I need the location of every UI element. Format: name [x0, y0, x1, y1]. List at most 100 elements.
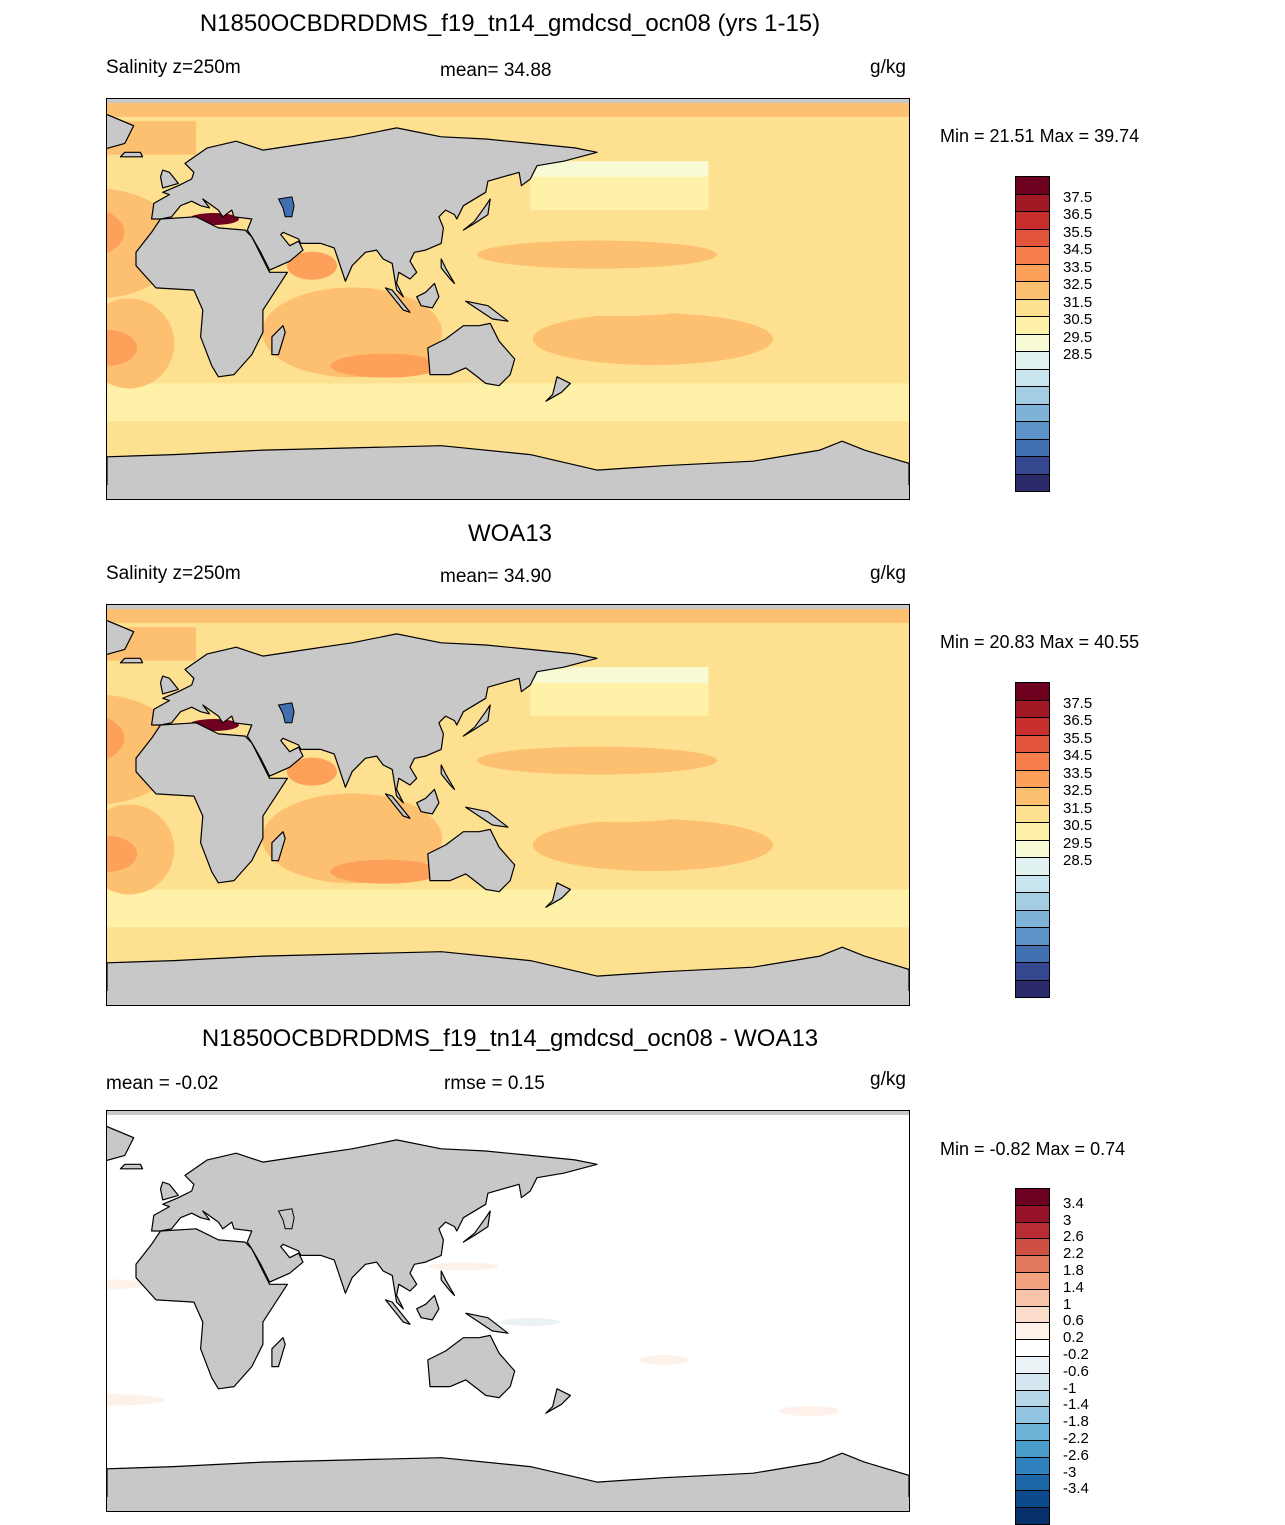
antarctic-shelf [107, 485, 909, 499]
anomaly-patch [638, 1354, 689, 1365]
salinity-map [106, 604, 910, 1006]
australia [427, 322, 516, 387]
colorbar-tick-label: 33.5 [1063, 764, 1093, 782]
anomaly-patch [428, 1262, 499, 1271]
colorbar-tick-label: 32.5 [1063, 276, 1093, 293]
arctic-band [107, 99, 909, 117]
philippines [440, 764, 456, 790]
sumatra [384, 287, 411, 313]
greenland [107, 620, 135, 655]
australia [427, 828, 516, 893]
colorbar-swatch [1015, 717, 1050, 736]
mean-label: mean= 34.90 [440, 566, 552, 587]
subarctic-pacific [530, 667, 709, 683]
colorbar-tick-label: 29.5 [1063, 328, 1093, 346]
colorbar-tick-label: 28.5 [1063, 346, 1093, 363]
colorbar-swatch [1015, 211, 1050, 230]
panel-title: N1850OCBDRDDMS_f19_tn14_gmdcsd_ocn08 - W… [201, 1025, 819, 1052]
colorbar-tick-label: -3 [1063, 1463, 1077, 1481]
borneo [416, 788, 440, 815]
panel-title: WOA13 [467, 520, 553, 547]
colorbar-swatch [1015, 927, 1050, 946]
indian-ocean-salty [330, 859, 441, 884]
colorbar-swatch [1015, 1221, 1050, 1240]
difference-map [106, 1110, 910, 1512]
south-pacific-salty [532, 819, 773, 871]
colorbar-swatch [1015, 752, 1050, 771]
greenland [107, 114, 135, 149]
arabian-sea [286, 757, 337, 786]
iceland [119, 657, 144, 664]
antarctica [107, 440, 909, 499]
eurasia [150, 633, 598, 804]
uk [159, 1181, 179, 1201]
colorbar-swatch [1015, 176, 1050, 195]
arctic-cap [107, 1111, 909, 1115]
caspian-sea [277, 702, 295, 724]
new-zealand [545, 1388, 571, 1414]
colorbar-swatch [1015, 1440, 1050, 1458]
colorbar-swatch [1015, 228, 1050, 247]
madagascar [271, 325, 286, 356]
rmse-label: rmse = 0.15 [444, 1073, 545, 1094]
colorbar-tick-label: 35.5 [1063, 223, 1093, 241]
antarctic-band [107, 927, 909, 961]
colorbar-swatch [1015, 456, 1050, 475]
south-atlantic-gyre [107, 835, 137, 872]
greenland [107, 1126, 135, 1161]
borneo [416, 1294, 440, 1321]
colorbar-tick-label: 34.5 [1063, 241, 1093, 258]
colorbar-swatch [1015, 298, 1050, 317]
colorbar-tick-label: -0.6 [1063, 1362, 1089, 1380]
colorbar-tick-label: 28.5 [1063, 852, 1093, 869]
japan [462, 1210, 491, 1243]
colorbar-tick-label: 31.5 [1063, 799, 1093, 817]
south-atlantic-gyre [107, 329, 137, 366]
africa [135, 722, 288, 884]
arabian-sea [286, 251, 337, 280]
colorbar-swatch [1015, 1305, 1050, 1324]
arctic-band [107, 605, 909, 623]
uk [159, 675, 179, 695]
colorbar-swatch [1015, 368, 1050, 387]
colorbar-swatch [1015, 769, 1050, 788]
units-label: g/kg [870, 1069, 906, 1090]
colorbar-swatch [1015, 1272, 1050, 1290]
colorbar-tick-label: 0.2 [1063, 1329, 1084, 1347]
colorbar-tick-label: 30.5 [1063, 311, 1093, 328]
variable-label: Salinity z=250m [106, 57, 241, 78]
min-max-label: Min = 20.83 Max = 40.55 [940, 632, 1140, 652]
equatorial-pacific [559, 304, 680, 317]
anomaly-patch [107, 1393, 166, 1406]
new-zealand [545, 882, 571, 908]
colorbar-swatch [1015, 1238, 1050, 1257]
min-max-label: Min = 21.51 Max = 39.74 [940, 126, 1140, 146]
colorbar-tick-label: 1.8 [1063, 1262, 1084, 1279]
colorbar-swatch [1015, 246, 1050, 265]
antarctic-band [107, 421, 909, 455]
sumatra [384, 793, 411, 819]
colorbar-swatch [1015, 281, 1050, 300]
philippines [440, 258, 456, 284]
north-atlantic-gyre [107, 717, 125, 760]
new-guinea [465, 806, 509, 828]
philippines [440, 1270, 456, 1296]
mean-label: mean= 34.88 [440, 60, 552, 81]
madagascar [271, 1337, 286, 1368]
colorbar-swatch [1015, 734, 1050, 753]
colorbar-tick-label: 37.5 [1063, 188, 1093, 206]
mean-label: mean = -0.02 [106, 1073, 219, 1094]
colorbar-swatch [1015, 1456, 1050, 1475]
eurasia [150, 127, 598, 298]
japan [462, 704, 491, 737]
colorbar-tick-label: 3 [1063, 1211, 1072, 1229]
panel-title: N1850OCBDRDDMS_f19_tn14_gmdcsd_ocn08 (yr… [199, 10, 821, 37]
anomaly-patch [500, 1318, 561, 1327]
colorbar-swatch [1015, 386, 1050, 405]
colorbar-tick-label: 37.5 [1063, 694, 1093, 712]
colorbar-swatch [1015, 1473, 1050, 1492]
colorbar-swatch [1015, 1507, 1050, 1525]
colorbar-swatch [1015, 804, 1050, 823]
arctic-cap [107, 99, 909, 103]
colorbar-tick-label: -2.6 [1063, 1446, 1089, 1464]
